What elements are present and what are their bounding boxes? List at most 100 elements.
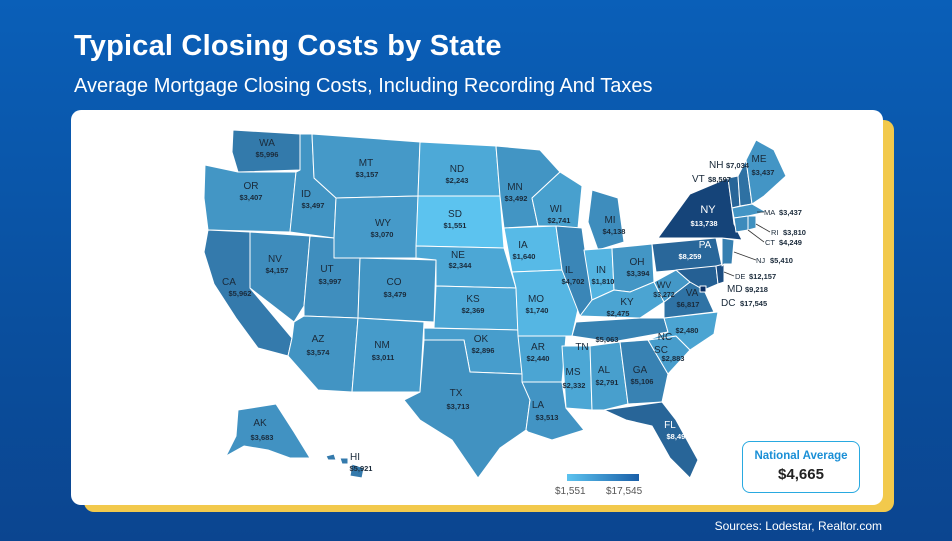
state-value-ks: $2,369 [462,306,485,315]
state-value-sc: $2,883 [662,354,685,363]
state-value-co: $3,479 [384,290,407,299]
state-shape-tx[interactable] [403,339,531,479]
leader-lines [723,211,771,277]
state-shape-wa[interactable] [231,129,301,173]
state-shape-fl[interactable] [603,401,699,479]
state-value-va: $6,817 [677,300,700,309]
state-label-mt: MT [359,158,373,169]
state-label-ri: RI [771,228,779,237]
state-label-or: OR [244,181,259,192]
state-label-ia: IA [518,240,528,251]
state-label-vt: VT [692,174,705,185]
national-average-label: National Average [754,450,848,462]
state-label-nv: NV [268,254,282,265]
state-value-pa: $8,259 [679,252,702,261]
state-label-co: CO [387,277,402,288]
state-shape-ri[interactable] [747,215,757,231]
state-label-nj: NJ [756,256,765,265]
state-label-nd: ND [450,164,464,175]
state-label-oh: OH [630,257,645,268]
state-value-ca: $5,962 [229,289,252,298]
state-value-or: $3,407 [240,193,263,202]
state-value-nv: $4,157 [266,266,289,275]
state-value-wa: $5,996 [256,150,279,159]
state-label-hi: HI [350,452,360,463]
state-value-fl: $8,492 [667,432,690,441]
state-value-nc: $2,480 [676,326,699,335]
state-value-ga: $5,106 [631,377,654,386]
state-label-ne: NE [451,250,465,261]
state-label-il: IL [565,265,574,276]
state-label-in: IN [596,265,606,276]
state-shape-nc[interactable] [647,311,719,351]
state-label-ma: MA [764,208,775,217]
state-label-ut: UT [320,264,333,275]
national-average-box: National Average $4,665 [742,441,860,493]
state-value-md: $9,218 [745,285,768,294]
state-value-wy: $3,070 [371,230,394,239]
state-value-id: $3,497 [302,201,325,210]
state-shape-ak[interactable] [225,403,311,459]
state-shape-de[interactable] [715,263,725,285]
state-label-wy: WY [375,218,391,229]
state-label-al: AL [598,365,611,376]
state-value-nj: $5,410 [770,256,793,265]
state-value-wv: $3,272 [653,292,675,299]
state-label-ct: CT [765,238,775,247]
state-value-la: $3,513 [536,413,559,422]
state-label-sc: SC [654,345,668,356]
state-label-mn: MN [507,182,523,193]
state-shape-ma[interactable] [731,203,767,219]
state-label-de: DE [735,272,745,281]
state-shape-ga[interactable] [619,339,669,405]
state-value-mt: $3,157 [356,170,379,179]
state-value-ok: $2,896 [472,346,495,355]
state-value-hi: $5,921 [350,464,373,473]
state-shape-ms[interactable] [561,345,593,411]
state-value-nd: $2,243 [446,176,469,185]
state-label-ms: MS [566,367,581,378]
state-value-dc: $17,545 [740,299,767,308]
state-label-ar: AR [531,342,545,353]
state-label-ny: NY [700,204,716,216]
state-shape-ky[interactable] [579,281,665,319]
state-value-ms: $2,332 [563,381,586,390]
state-label-md: MD [727,284,743,295]
state-value-ma: $3,437 [779,208,802,217]
state-label-pa: PA [699,240,712,251]
state-label-tx: TX [450,388,463,399]
state-value-ak: $3,683 [251,433,274,442]
state-value-me: $3,437 [752,168,775,177]
state-shape-dc[interactable] [699,285,707,293]
state-label-wa: WA [259,138,275,149]
state-label-ky: KY [620,297,634,308]
state-shape-md[interactable] [675,265,719,291]
source-credit: Sources: Lodestar, Realtor.com [714,519,882,533]
state-label-wv: WV [657,280,672,290]
state-label-mi: MI [604,215,615,226]
state-value-mo: $1,740 [526,306,549,315]
state-shape-hi[interactable] [325,453,365,479]
state-shape-mi[interactable] [587,189,625,251]
state-label-ga: GA [633,365,648,376]
state-label-ok: OK [474,334,489,345]
state-label-az: AZ [312,334,325,345]
state-value-mn: $3,492 [505,194,528,203]
state-label-ak: AK [253,418,267,429]
state-label-me: ME [752,154,767,165]
state-value-nm: $3,011 [372,353,395,362]
state-label-nm: NM [374,340,390,351]
state-shape-la[interactable] [521,381,585,441]
state-value-tn: $5,063 [596,335,619,344]
state-shape-ct[interactable] [733,215,749,233]
state-shape-al[interactable] [589,341,629,411]
state-value-az: $3,574 [307,348,331,357]
state-shape-nj[interactable] [721,237,735,267]
legend-min-label: $1,551 [555,486,586,497]
state-shape-ia[interactable] [503,225,563,273]
state-value-vt: $8,597 [708,175,731,184]
state-label-fl: FL [664,420,676,431]
state-value-in: $1,810 [592,277,615,286]
state-shape-nv[interactable] [249,231,311,323]
